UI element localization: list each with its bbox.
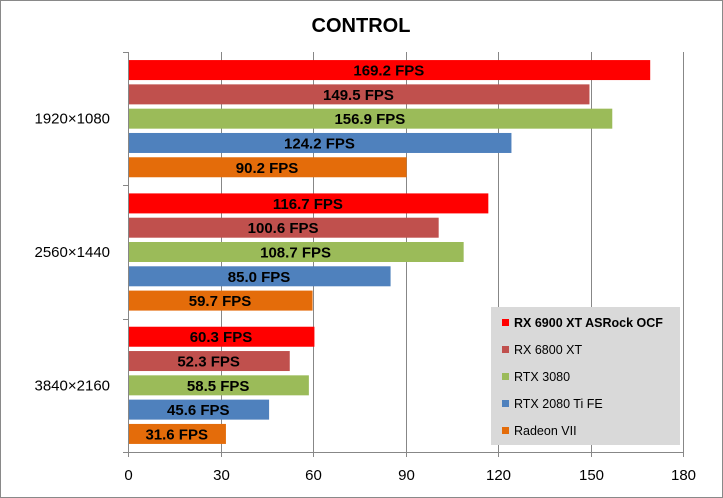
data-label: 124.2 FPS [284, 135, 355, 152]
legend-box [491, 307, 680, 445]
x-tick-label: 120 [486, 467, 511, 484]
legend-swatch [502, 427, 509, 434]
category-label: 2560×1440 [35, 244, 111, 261]
legend-swatch [502, 400, 509, 407]
x-tick-label: 90 [398, 467, 415, 484]
data-label: 156.9 FPS [334, 111, 405, 128]
x-tick-label: 180 [671, 467, 696, 484]
legend-entry: RX 6900 XT ASRock OCF [514, 316, 663, 330]
bar [128, 157, 407, 178]
bar [128, 132, 512, 153]
data-label: 108.7 FPS [260, 245, 331, 262]
legend-entry: RTX 3080 [514, 370, 570, 384]
legend-entry: RX 6800 XT [514, 343, 582, 357]
x-tick-label: 30 [213, 467, 230, 484]
bar [128, 375, 309, 396]
bar [128, 193, 489, 214]
legend: RX 6900 XT ASRock OCF RX 6800 XT RTX 3080 R… [491, 307, 680, 445]
legend-entry: RTX 2080 Ti FE [514, 397, 603, 411]
x-tick-label: 60 [305, 467, 322, 484]
legend-entry: Radeon VII [514, 424, 577, 438]
data-label: 59.7 FPS [189, 293, 252, 310]
data-label: 149.5 FPS [323, 87, 394, 104]
data-label: 116.7 FPS [273, 196, 343, 213]
data-label: 52.3 FPS [177, 354, 240, 371]
category-label: 3840×2160 [35, 377, 111, 394]
bar [128, 84, 590, 105]
x-tick-label: 0 [124, 467, 132, 484]
bars [128, 60, 651, 444]
data-label: 45.6 FPS [167, 402, 230, 419]
bar [128, 217, 439, 238]
data-label: 90.2 FPS [236, 160, 299, 177]
data-label: 58.5 FPS [187, 378, 250, 395]
data-label: 169.2 FPS [353, 63, 424, 80]
bar [128, 326, 315, 347]
data-label: 31.6 FPS [145, 426, 208, 443]
data-label: 100.6 FPS [248, 220, 319, 237]
data-label: 85.0 FPS [228, 269, 291, 286]
bar [128, 399, 270, 420]
bar [128, 108, 613, 129]
bar [128, 242, 464, 262]
category-label: 1920×1080 [35, 111, 111, 128]
data-label: 60.3 FPS [190, 329, 253, 346]
bar [128, 60, 651, 81]
bar [128, 266, 391, 287]
legend-swatch [502, 373, 509, 380]
axes: 0 30 60 90 120 150 180 1920×1080 2560×1440 3840×2… [35, 52, 696, 484]
legend-swatch [502, 319, 509, 326]
legend-swatch [502, 346, 509, 353]
x-tick-label: 150 [579, 467, 604, 484]
bar [128, 423, 226, 444]
data-labels: 169.2 FPS 149.5 FPS 156.9 FPS 124.2 FPS 90.2… [145, 63, 424, 444]
bar [128, 290, 313, 311]
bar [128, 351, 290, 372]
chart-title: CONTROL [312, 15, 411, 37]
